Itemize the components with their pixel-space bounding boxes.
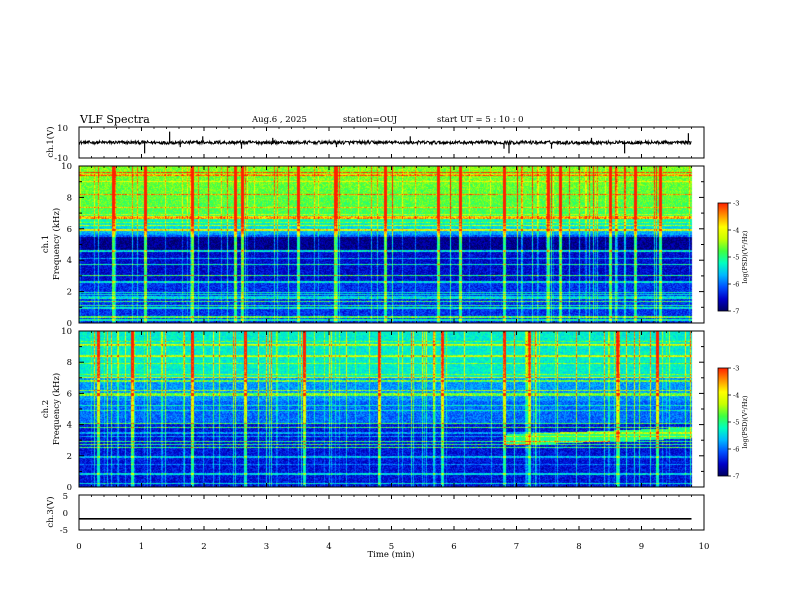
ch2-spectrogram-panel: ch.2 Frequency (kHz) 0 2 4 6 8 10 -3 -4 -5 -6 -7 l… (41, 327, 749, 493)
x-tick-label: 5 (389, 542, 394, 552)
ch3-voltage-ytick-bottom: -5 (60, 526, 68, 536)
ch2-ytick-label: 2 (67, 452, 72, 462)
ch1-colorbar-label: log(PSD)(V²/Hz) (741, 230, 749, 283)
x-tick-label: 4 (326, 542, 331, 552)
header-start-time: start UT = 5 : 10 : 0 (437, 115, 524, 125)
ch2-spectrogram-image (79, 331, 704, 487)
ch1-ytick-label: 10 (61, 162, 72, 172)
ch1-voltage-ytick-top: 10 (57, 124, 68, 134)
x-tick-label: 9 (639, 542, 644, 552)
header-date: Aug.6 , 2025 (251, 115, 307, 125)
x-tick-label: 6 (451, 542, 456, 552)
ch1-spectrogram-image (79, 166, 704, 323)
time-axis: 0 1 2 3 4 5 6 7 8 9 10 (76, 127, 709, 552)
ch2-ytick-label: 0 (67, 483, 72, 493)
ch1-colorbar-tick: -4 (733, 227, 739, 235)
ch3-voltage-panel: ch.3(V) 5 0 -5 (45, 492, 705, 536)
ch1-colorbar-tick: -3 (733, 200, 739, 208)
ch1-ytick-label: 0 (67, 319, 72, 329)
ch1-ytick-label: 8 (67, 193, 72, 203)
ch3-voltage-ylabel: ch.3(V) (45, 496, 56, 527)
ch3-voltage-ytick-top: 5 (63, 492, 68, 502)
ch1-ytick-label: 2 (67, 288, 72, 298)
ch1-voltage-ytick-bottom: -10 (54, 154, 68, 164)
ch1-ylabel-frequency: Frequency (kHz) (51, 208, 62, 280)
ch1-ylabel-channel: ch.1 (41, 235, 51, 253)
ch1v-trace (79, 138, 692, 147)
ch1-ytick-label: 6 (67, 225, 72, 235)
ch2-ylabel-frequency: Frequency (kHz) (51, 373, 62, 445)
ch1-colorbar-tick: -5 (733, 254, 739, 262)
chart-title: VLF Spectra (79, 113, 150, 126)
ch3-voltage-ytick-mid: 0 (63, 509, 68, 519)
x-tick-label: 7 (514, 542, 519, 552)
ch2-ytick-label: 10 (61, 327, 72, 337)
ch2-ytick-label: 8 (67, 358, 72, 368)
x-axis-label: Time (min) (367, 549, 414, 560)
ch2-ytick-label: 4 (67, 421, 72, 431)
ch2-colorbar (717, 367, 729, 477)
x-tick-label: 1 (139, 542, 144, 552)
ch1-colorbar-tick: -7 (733, 308, 739, 316)
ch1-voltage-panel: ch.1(V) 10 -10 (45, 124, 705, 164)
x-tick-label: 0 (76, 542, 81, 552)
ch1-voltage-ylabel: ch.1(V) (45, 126, 56, 157)
ch2-colorbar-tick: -6 (733, 446, 739, 454)
ch2-ylabel-channel: ch.2 (41, 400, 51, 418)
ch2-colorbar-label: log(PSD)(V²/Hz) (741, 395, 749, 448)
ch1-colorbar-tick: -6 (733, 281, 739, 289)
ch2-colorbar-tick: -4 (733, 392, 739, 400)
x-tick-label: 10 (699, 542, 710, 552)
x-tick-label: 2 (201, 542, 206, 552)
x-tick-label: 8 (576, 542, 581, 552)
ch2-ytick-label: 6 (67, 389, 72, 399)
ch2-colorbar-tick: -3 (733, 365, 739, 373)
ch1-spectrogram-panel: ch.1 Frequency (kHz) 0 2 4 6 8 10 -3 -4 -5 -6 -7 l… (41, 162, 749, 329)
header-station: station=OUJ (343, 115, 398, 125)
ch1-colorbar (717, 202, 729, 312)
x-tick-label: 3 (264, 542, 269, 552)
ch1-ytick-label: 4 (67, 256, 72, 266)
ch2-colorbar-tick: -7 (733, 473, 739, 481)
ch2-colorbar-tick: -5 (733, 419, 739, 427)
